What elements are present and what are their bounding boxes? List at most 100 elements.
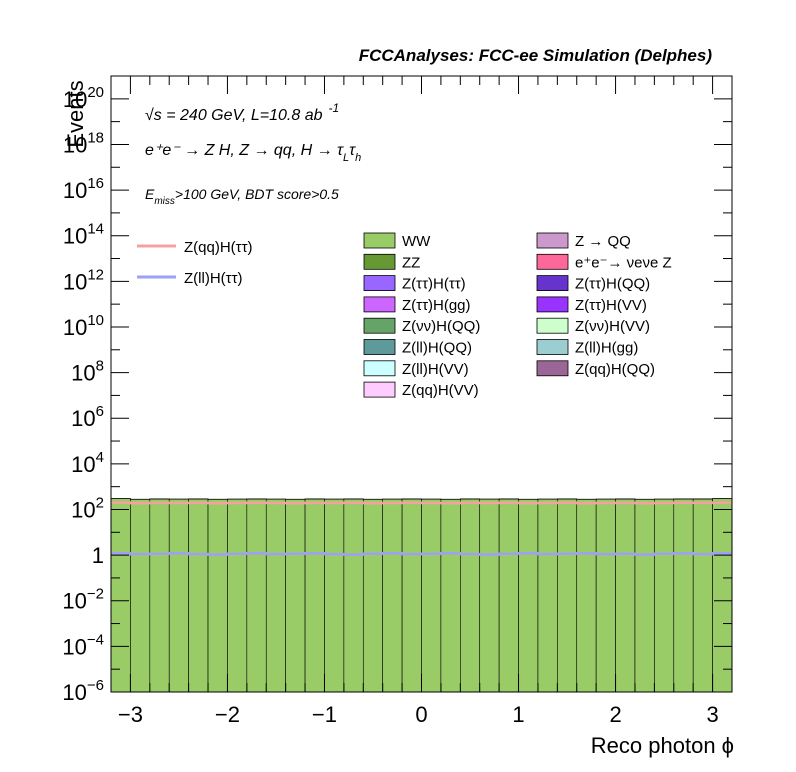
legend: Z(qq)H(ττ) Z(ll)H(ττ) WW ZZ Z(ττ)H(ττ) Z(ττ)H… bbox=[137, 232, 672, 399]
cut-subscript: miss bbox=[154, 196, 175, 207]
bar-ww-19 bbox=[479, 498, 500, 693]
y-tick-label: 1016 bbox=[63, 175, 104, 203]
legend-label: Z(ττ)H(gg) bbox=[402, 297, 471, 314]
legend-swatch-z-h-qq bbox=[363, 317, 396, 334]
signal-line-layer bbox=[111, 501, 732, 556]
x-tick-label: −1 bbox=[312, 702, 337, 727]
y-tick-label: 1018 bbox=[63, 129, 104, 157]
layer-ww bbox=[110, 498, 733, 693]
bar-ww-5 bbox=[207, 498, 228, 693]
legend-label: Z(qq)H(VV) bbox=[402, 382, 479, 399]
x-tick-label: −2 bbox=[215, 702, 240, 727]
bar-ww-26 bbox=[615, 498, 636, 693]
y-tick-label: 1 bbox=[92, 543, 104, 568]
x-axis-ticks: −3 −2 −1 0 1 2 3 bbox=[110, 76, 733, 727]
bar-ww-21 bbox=[518, 498, 539, 693]
legend-swatch-z-h-vv bbox=[536, 296, 569, 313]
bar-ww-17 bbox=[440, 498, 461, 693]
process-main: e⁺e⁻ → Z H, Z → qq, H → τ bbox=[145, 142, 344, 159]
bar-ww-15 bbox=[401, 498, 422, 693]
legend-swatch-ww bbox=[363, 232, 396, 249]
x-tick-label: 1 bbox=[512, 702, 524, 727]
legend-label: e⁺e⁻→ νeνe Z bbox=[575, 254, 672, 271]
bar-ww-16 bbox=[421, 498, 442, 693]
legend-swatch-zz bbox=[363, 253, 396, 270]
legend-label: Z → QQ bbox=[575, 233, 631, 250]
chart-title: FCCAnalyses: FCC-ee Simulation (Delphes) bbox=[359, 46, 713, 65]
annotation-block: √s = 240 GeV, L=10.8 ab -1 e⁺e⁻ → Z H, Z … bbox=[145, 101, 361, 207]
x-tick-label: 2 bbox=[609, 702, 621, 727]
legend-swatch-z-qq bbox=[536, 232, 569, 249]
x-tick-label: 0 bbox=[415, 702, 427, 727]
legend-label: Z(νν)H(VV) bbox=[575, 318, 650, 335]
process-sub-h: h bbox=[355, 152, 361, 164]
x-tick-label: 3 bbox=[706, 702, 718, 727]
cut-text: Emiss>100 GeV, BDT score>0.5 bbox=[145, 186, 339, 207]
legend-swatch-z-h-gg bbox=[363, 296, 396, 313]
plot-area bbox=[110, 498, 733, 693]
y-tick-label: 1012 bbox=[63, 266, 104, 294]
legend-label: Z(qq)H(ττ) bbox=[184, 239, 253, 256]
process-text: e⁺e⁻ → Z H, Z → qq, H → τLτh bbox=[145, 142, 361, 164]
legend-label: WW bbox=[402, 233, 431, 250]
bar-ww-11 bbox=[324, 498, 345, 693]
legend-label: Z(ττ)H(ττ) bbox=[402, 276, 466, 293]
stack-layer bbox=[110, 498, 733, 693]
cut-rest: >100 GeV, BDT score>0.5 bbox=[175, 186, 339, 202]
bar-ww-6 bbox=[227, 498, 248, 693]
x-tick-label: −3 bbox=[118, 702, 143, 727]
x-axis-title: Reco photon ϕ bbox=[591, 733, 734, 758]
bar-ww-3 bbox=[168, 498, 189, 693]
y-tick-label: 104 bbox=[71, 449, 104, 477]
bar-ww-31 bbox=[712, 498, 733, 693]
legend-swatch-z-ll-h-vv bbox=[363, 360, 396, 377]
bar-ww-29 bbox=[673, 498, 694, 693]
process-sub-l: L bbox=[343, 152, 349, 164]
bar-ww-1 bbox=[130, 498, 151, 693]
y-axis-title: Events bbox=[63, 80, 88, 147]
y-tick-label: 10−2 bbox=[62, 586, 104, 614]
bar-ww-9 bbox=[285, 498, 306, 693]
legend-swatch-z-h-vv bbox=[536, 317, 569, 334]
bar-ww-8 bbox=[265, 498, 286, 693]
legend-label: Z(ll)H(gg) bbox=[575, 340, 638, 357]
lumi-exponent: -1 bbox=[329, 101, 340, 115]
process-tau-h: τ bbox=[349, 142, 356, 159]
legend-label: Z(ττ)H(VV) bbox=[575, 297, 647, 314]
y-axis-ticks: 10−6 10−4 10−2 1 102 104 106 108 1010 1012 1014 101… bbox=[62, 75, 732, 705]
bar-ww-23 bbox=[557, 498, 578, 693]
stack-outline bbox=[110, 498, 733, 692]
bar-ww-22 bbox=[537, 498, 558, 693]
energy-lumi-main: √s = 240 GeV, L=10.8 ab bbox=[145, 107, 323, 124]
y-tick-label: 108 bbox=[71, 358, 104, 386]
bar-ww-14 bbox=[382, 498, 403, 693]
legend-swatch-e-e-e-e-z bbox=[536, 253, 569, 270]
legend-label: Z(ll)H(QQ) bbox=[402, 340, 472, 357]
legend-swatch-z-ll-h-qq bbox=[363, 339, 396, 355]
bar-ww-10 bbox=[304, 498, 325, 693]
legend-label: Z(ll)H(VV) bbox=[402, 361, 469, 378]
bar-ww-13 bbox=[362, 498, 383, 693]
energy-lumi-text: √s = 240 GeV, L=10.8 ab -1 bbox=[145, 101, 339, 124]
cut-e: E bbox=[145, 186, 155, 202]
bar-ww-28 bbox=[654, 498, 675, 693]
y-tick-label: 10−6 bbox=[62, 677, 104, 705]
legend-swatch-z-qq-h-qq bbox=[536, 360, 569, 377]
y-tick-label: 102 bbox=[71, 494, 104, 522]
bar-ww-30 bbox=[692, 498, 713, 693]
y-tick-label: 10−4 bbox=[62, 631, 104, 659]
signal-line-z-qq-h bbox=[111, 501, 732, 505]
legend-swatch-z-h-qq bbox=[536, 275, 569, 292]
y-tick-label: 106 bbox=[71, 403, 104, 431]
y-tick-label: 1014 bbox=[63, 221, 104, 249]
legend-swatch-z-qq-h-vv bbox=[363, 381, 396, 398]
signal-line-z-ll-h bbox=[111, 552, 732, 556]
y-tick-label: 1010 bbox=[63, 312, 104, 340]
legend-swatch-z-h bbox=[363, 275, 396, 292]
bar-ww-24 bbox=[576, 498, 597, 693]
bar-ww-2 bbox=[149, 498, 170, 693]
legend-label: Z(qq)H(QQ) bbox=[575, 361, 655, 378]
bar-ww-20 bbox=[498, 498, 519, 693]
legend-label: Z(ll)H(ττ) bbox=[184, 270, 243, 287]
